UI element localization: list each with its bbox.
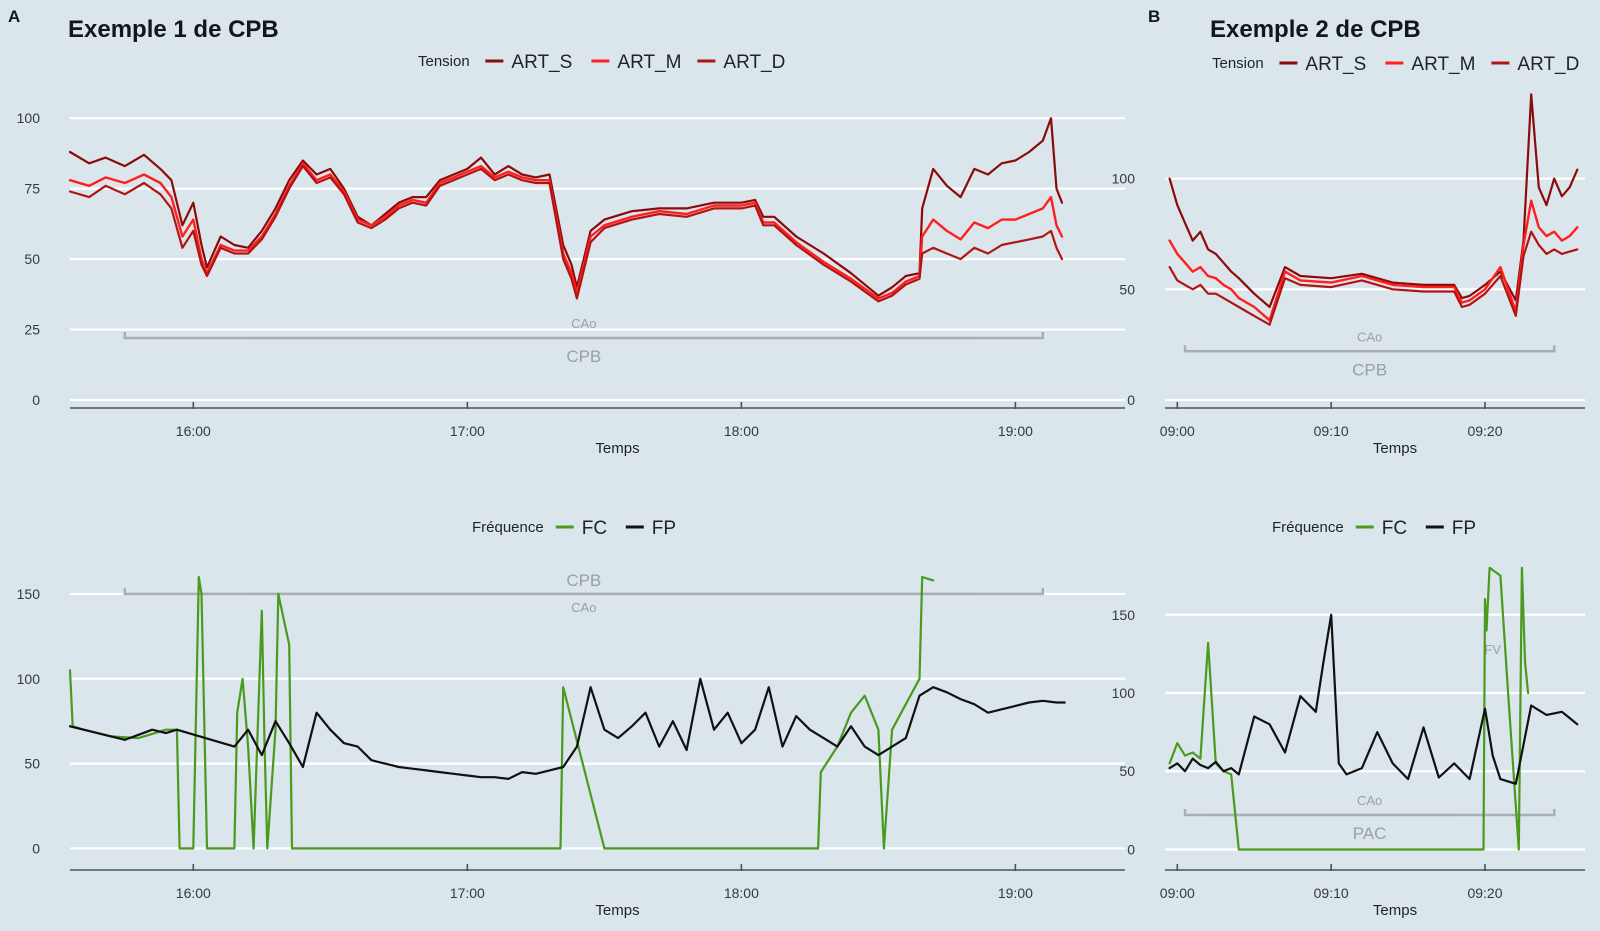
x-tick-label: 09:00 (1160, 423, 1195, 439)
chart-a-frequence: 0 50 100 150 16:00 17:00 18:00 19:00 Temps CPB CAo… (17, 518, 1125, 919)
legend-label-art_m: ART_M (1411, 54, 1475, 75)
y-tick-label: 75 (24, 181, 40, 197)
legend-label-fp: FP (652, 518, 676, 539)
legend: Fréquence FC FP (1272, 518, 1476, 539)
legend: Fréquence FC FP (472, 518, 676, 539)
y-tick-label: 50 (24, 756, 40, 772)
panel-b-title: Exemple 2 de CPB (1210, 16, 1421, 43)
y-tick-label: 0 (32, 392, 40, 408)
series-line-fp (1168, 613, 1579, 785)
series-line-art_m (68, 162, 1064, 300)
series-line-fc (68, 575, 935, 850)
x-tick-label: 09:20 (1467, 423, 1502, 439)
chart-b-frequence: 0 50 100 150 09:00 09:10 09:20 Temps PAC CAo FV Fré… (1112, 518, 1585, 919)
legend-label-art_d: ART_D (1517, 54, 1579, 75)
annotation-label: CAo (571, 600, 596, 615)
series-line-art_s (68, 117, 1064, 297)
y-tick-label: 50 (24, 251, 40, 267)
x-tick-label: 09:00 (1160, 885, 1195, 901)
x-axis-title: Temps (595, 440, 639, 457)
y-tick-label: 100 (1112, 685, 1136, 701)
annotation-label: CAo (1357, 793, 1382, 808)
annotation-label: CPB (566, 347, 601, 366)
x-tick-label: 09:10 (1314, 885, 1349, 901)
annotation-bracket (123, 332, 1045, 340)
x-tick-label: 16:00 (176, 885, 211, 901)
annotation-label: CPB (566, 571, 601, 590)
annotation-label: CPB (1352, 360, 1387, 379)
legend: Tension ART_S ART_M ART_D (418, 52, 785, 73)
chart-b-tension: 0 50 100 09:00 09:10 09:20 Temps CPB CAo Tension A… (1112, 54, 1585, 457)
gridlines (1165, 177, 1585, 402)
legend-title: Fréquence (1272, 519, 1344, 536)
x-tick-label: 09:10 (1314, 423, 1349, 439)
annotation-label: FV (1484, 642, 1501, 657)
legend-label-art_s: ART_S (511, 52, 572, 73)
y-tick-label: 0 (1127, 841, 1135, 857)
y-tick-label: 0 (32, 840, 40, 856)
y-tick-label: 100 (17, 110, 41, 126)
x-tick-label: 19:00 (998, 423, 1033, 439)
series-line-art_d (1168, 230, 1579, 326)
legend-label-art_d: ART_D (723, 52, 785, 73)
chart-a-tension: 0 25 50 75 100 16:00 17:00 18:00 19:00 Temps CPB CA… (17, 52, 1125, 457)
series-line-art_s (1168, 93, 1579, 309)
panel-b-letter: B (1148, 7, 1160, 26)
legend-title: Fréquence (472, 519, 544, 536)
y-tick-label: 150 (17, 586, 41, 602)
legend: Tension ART_S ART_M ART_D (1212, 54, 1579, 75)
series-line-fp (68, 677, 1066, 780)
annotation-label: CAo (571, 316, 596, 331)
annotation-label: CAo (1357, 329, 1382, 344)
annotation-label: PAC (1353, 824, 1387, 843)
y-tick-label: 0 (1127, 392, 1135, 408)
legend-label-fp: FP (1452, 518, 1476, 539)
panel-a-title: Exemple 1 de CPB (68, 16, 279, 43)
x-tick-label: 16:00 (176, 423, 211, 439)
legend-label-art_m: ART_M (617, 52, 681, 73)
x-axis-title: Temps (595, 902, 639, 919)
x-tick-label: 17:00 (450, 885, 485, 901)
x-tick-label: 18:00 (724, 885, 759, 901)
panel-a-letter: A (8, 7, 20, 26)
annotation-bracket (123, 587, 1045, 596)
x-tick-label: 09:20 (1467, 885, 1502, 901)
series-line-fc (1168, 566, 1530, 851)
y-tick-label: 50 (1119, 281, 1135, 297)
y-tick-label: 50 (1119, 763, 1135, 779)
x-tick-label: 17:00 (450, 423, 485, 439)
x-axis-title: Temps (1373, 440, 1417, 457)
x-axis-title: Temps (1373, 902, 1417, 919)
legend-title: Tension (418, 53, 470, 70)
y-tick-label: 150 (1112, 607, 1136, 623)
legend-label-fc: FC (582, 518, 607, 539)
y-tick-label: 100 (1112, 171, 1136, 187)
x-tick-label: 18:00 (724, 423, 759, 439)
series-line-art_m (1168, 199, 1579, 322)
series-line-art_d (68, 165, 1064, 303)
legend-label-fc: FC (1382, 518, 1407, 539)
x-tick-label: 19:00 (998, 885, 1033, 901)
legend-label-art_s: ART_S (1305, 54, 1366, 75)
y-tick-label: 25 (24, 322, 40, 338)
legend-title: Tension (1212, 55, 1264, 72)
y-tick-label: 100 (17, 671, 41, 687)
